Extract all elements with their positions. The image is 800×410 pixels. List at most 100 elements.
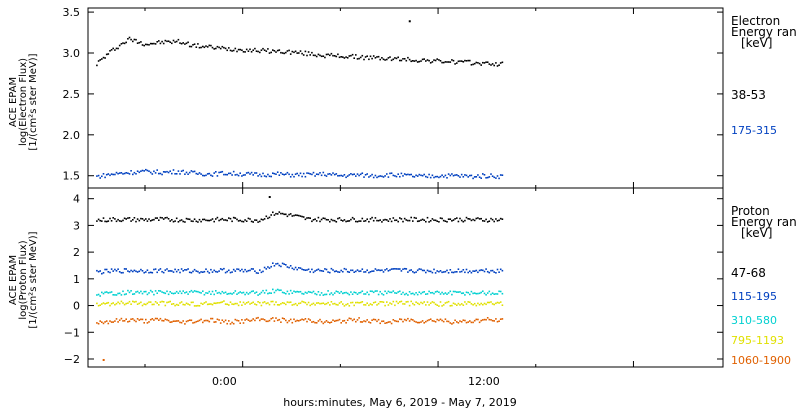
electron-point-1	[340, 56, 342, 58]
proton-point-1	[120, 220, 123, 223]
electron-y-tick-label: 3.5	[63, 6, 81, 19]
proton-point-2	[133, 269, 136, 272]
proton-point-4	[219, 301, 222, 304]
proton-point-2	[462, 269, 465, 271]
electron-point-1	[115, 47, 118, 50]
proton-point-3	[317, 291, 320, 293]
proton-point-5	[162, 320, 165, 322]
electron-point-1	[478, 62, 481, 65]
electron-point-1	[104, 57, 106, 59]
electron-point-2	[211, 175, 214, 177]
electron-point-2	[361, 172, 364, 174]
proton-point-2	[355, 270, 357, 273]
proton-point-4	[428, 304, 430, 306]
proton-point-4	[105, 302, 108, 304]
proton-point-1	[407, 219, 409, 222]
proton-point-2	[464, 271, 466, 274]
proton-point-3	[182, 290, 184, 292]
proton-point-3	[179, 290, 181, 293]
proton-point-4	[110, 302, 113, 305]
proton-point-3	[143, 290, 145, 293]
proton-point-4	[151, 303, 154, 306]
proton-point-2	[247, 269, 250, 272]
electron-point-1	[154, 43, 157, 45]
proton-point-4	[104, 303, 106, 305]
proton-point-1	[161, 217, 163, 219]
proton-point-1	[410, 216, 412, 219]
proton-point-5	[412, 319, 414, 321]
electron-point-2	[166, 170, 168, 173]
proton-point-3	[288, 293, 290, 295]
proton-point-3	[234, 290, 237, 292]
proton-point-1	[446, 221, 448, 223]
electron-point-1	[364, 56, 367, 58]
proton-point-1	[330, 218, 333, 221]
proton-point-2	[319, 269, 321, 272]
electron-point-2	[376, 176, 378, 179]
proton-point-5	[275, 317, 277, 319]
electron-point-2	[219, 171, 222, 173]
proton-point-1	[104, 220, 106, 223]
electron-point-1	[389, 56, 391, 58]
proton-point-2	[224, 271, 227, 274]
electron-point-1	[221, 45, 224, 48]
proton-point-1	[143, 219, 145, 222]
electron-point-2	[293, 175, 295, 178]
electron-point-2	[215, 171, 217, 173]
proton-point-2	[434, 272, 437, 274]
proton-point-4	[482, 303, 484, 306]
proton-point-3	[299, 290, 302, 293]
proton-point-1	[337, 217, 339, 220]
proton-point-4	[366, 302, 368, 304]
electron-point-2	[441, 174, 443, 176]
proton-point-2	[159, 268, 162, 270]
proton-point-5	[299, 319, 302, 321]
proton-point-3	[495, 293, 497, 295]
proton-point-2	[234, 270, 237, 272]
proton-point-5	[392, 319, 395, 321]
electron-point-1	[342, 56, 344, 58]
proton-point-3	[192, 291, 194, 293]
electron-point-1	[333, 55, 336, 57]
proton-point-1	[156, 217, 158, 219]
proton-point-3	[377, 293, 380, 296]
electron-point-2	[418, 173, 421, 176]
electron-point-1	[198, 46, 201, 49]
electron-point-2	[283, 173, 285, 176]
proton-point-4	[469, 301, 471, 303]
electron-point-1	[470, 64, 473, 66]
electron-point-1	[353, 57, 355, 59]
proton-point-4	[390, 303, 393, 305]
proton-point-2	[384, 269, 386, 271]
proton-point-1	[231, 220, 233, 223]
proton-point-5	[325, 320, 328, 322]
proton-point-4	[187, 303, 189, 305]
electron-point-2	[141, 169, 144, 172]
proton-point-5	[278, 318, 281, 321]
proton-point-3	[177, 292, 180, 294]
proton-point-3	[343, 292, 346, 294]
proton-point-5	[210, 317, 212, 320]
electron-point-2	[462, 176, 465, 178]
proton-point-3	[130, 290, 132, 292]
proton-point-1	[114, 218, 116, 220]
proton-point-2	[301, 268, 303, 271]
proton-point-3	[356, 293, 359, 295]
electron-point-2	[467, 176, 469, 178]
proton-point-5	[234, 318, 237, 321]
electron-point-2	[426, 176, 429, 179]
electron-point-2	[402, 175, 404, 177]
proton-point-2	[485, 268, 487, 270]
proton-point-5	[193, 321, 196, 324]
proton-point-5	[184, 323, 186, 325]
proton-point-5	[495, 318, 497, 320]
proton-point-1	[452, 219, 455, 221]
proton-point-3	[416, 293, 419, 296]
proton-point-4	[324, 303, 326, 306]
proton-point-4	[223, 300, 225, 302]
proton-point-3	[180, 292, 183, 295]
proton-point-5	[363, 320, 365, 322]
proton-point-2	[459, 271, 461, 273]
electron-point-1	[202, 45, 204, 48]
proton-point-2	[273, 265, 276, 267]
